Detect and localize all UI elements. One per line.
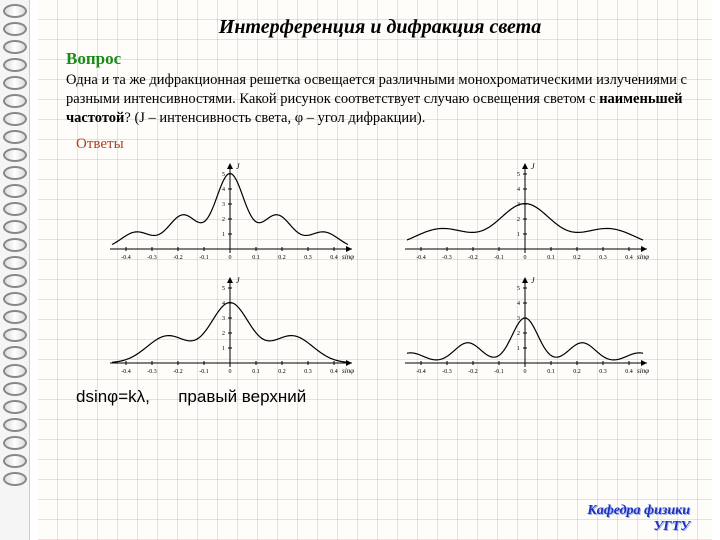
svg-text:0.2: 0.2: [278, 255, 286, 261]
page-content: Интерференция и дифракция света Вопрос О…: [38, 0, 712, 540]
svg-text:-0.2: -0.2: [173, 369, 183, 375]
svg-text:-0.1: -0.1: [494, 369, 504, 375]
svg-text:2: 2: [517, 331, 520, 337]
svg-text:1: 1: [517, 346, 520, 352]
svg-text:sinφ: sinφ: [342, 367, 354, 375]
svg-text:-0.4: -0.4: [416, 369, 426, 375]
svg-text:J: J: [236, 162, 240, 171]
svg-text:2: 2: [222, 217, 225, 223]
svg-text:0.2: 0.2: [278, 369, 286, 375]
svg-text:0.1: 0.1: [547, 255, 555, 261]
svg-text:2: 2: [222, 331, 225, 337]
svg-text:-0.2: -0.2: [468, 369, 478, 375]
plots-grid: -0.4-0.3-0.2-0.100.10.20.30.412345Jsinφ …: [100, 157, 660, 381]
svg-text:0.2: 0.2: [573, 255, 581, 261]
svg-text:0: 0: [229, 369, 232, 375]
svg-text:J: J: [531, 162, 535, 171]
spiral-binding: [0, 0, 30, 540]
plot-bottom-right: -0.4-0.3-0.2-0.100.10.20.30.412345Jsinφ: [395, 271, 655, 381]
formula: dsinφ=kλ,: [76, 387, 150, 406]
svg-text:J: J: [236, 276, 240, 285]
svg-text:-0.3: -0.3: [442, 369, 452, 375]
svg-text:5: 5: [517, 172, 520, 178]
svg-text:0.4: 0.4: [330, 255, 338, 261]
svg-text:-0.1: -0.1: [494, 255, 504, 261]
svg-text:-0.3: -0.3: [147, 369, 157, 375]
formula-row: dsinφ=kλ, правый верхний: [76, 387, 694, 407]
question-text: Одна и та же дифракционная решетка освещ…: [66, 71, 694, 128]
svg-text:sinφ: sinφ: [637, 367, 649, 375]
page-title: Интерференция и дифракция света: [66, 16, 694, 39]
svg-text:4: 4: [517, 301, 520, 307]
svg-text:0.3: 0.3: [599, 369, 607, 375]
svg-text:0.3: 0.3: [304, 369, 312, 375]
svg-text:0: 0: [229, 255, 232, 261]
svg-text:sinφ: sinφ: [637, 253, 649, 261]
svg-text:0.2: 0.2: [573, 369, 581, 375]
svg-text:0.4: 0.4: [625, 255, 633, 261]
plot-bottom-left: -0.4-0.3-0.2-0.100.10.20.30.412345Jsinφ: [100, 271, 360, 381]
svg-text:-0.2: -0.2: [173, 255, 183, 261]
svg-text:4: 4: [222, 187, 225, 193]
svg-text:0.4: 0.4: [330, 369, 338, 375]
footer-dept: Кафедра физики: [587, 503, 690, 518]
svg-text:0.1: 0.1: [252, 255, 260, 261]
svg-text:0.1: 0.1: [547, 369, 555, 375]
svg-text:1: 1: [222, 346, 225, 352]
svg-text:-0.3: -0.3: [147, 255, 157, 261]
question-label: Вопрос: [66, 49, 694, 69]
svg-text:0.1: 0.1: [252, 369, 260, 375]
svg-text:5: 5: [517, 286, 520, 292]
plot-top-right: -0.4-0.3-0.2-0.100.10.20.30.412345Jsinφ: [395, 157, 655, 267]
svg-text:-0.1: -0.1: [199, 255, 209, 261]
answer-hint: правый верхний: [178, 387, 306, 406]
svg-text:0.3: 0.3: [599, 255, 607, 261]
svg-text:2: 2: [517, 217, 520, 223]
svg-text:5: 5: [222, 172, 225, 178]
svg-text:0: 0: [524, 369, 527, 375]
svg-text:3: 3: [222, 316, 225, 322]
svg-text:0.3: 0.3: [304, 255, 312, 261]
svg-text:1: 1: [222, 232, 225, 238]
svg-text:3: 3: [222, 202, 225, 208]
svg-text:0: 0: [524, 255, 527, 261]
svg-text:1: 1: [517, 232, 520, 238]
footer-univ: УГТУ: [587, 519, 690, 534]
svg-text:sinφ: sinφ: [342, 253, 354, 261]
plot-top-left: -0.4 -0.3 -0.2 -0.1 0 0.1 0.2 0.3 0.4 1 2 3 4 5 Jsinφ: [100, 157, 360, 267]
svg-text:-0.4: -0.4: [121, 255, 131, 261]
svg-text:J: J: [531, 276, 535, 285]
svg-text:0.4: 0.4: [625, 369, 633, 375]
svg-text:4: 4: [517, 187, 520, 193]
answers-label: Ответы: [76, 136, 694, 153]
svg-text:-0.2: -0.2: [468, 255, 478, 261]
footer: Кафедра физики УГТУ: [587, 503, 690, 534]
svg-text:-0.3: -0.3: [442, 255, 452, 261]
svg-text:-0.4: -0.4: [121, 369, 131, 375]
svg-text:-0.4: -0.4: [416, 255, 426, 261]
svg-text:-0.1: -0.1: [199, 369, 209, 375]
svg-text:5: 5: [222, 286, 225, 292]
